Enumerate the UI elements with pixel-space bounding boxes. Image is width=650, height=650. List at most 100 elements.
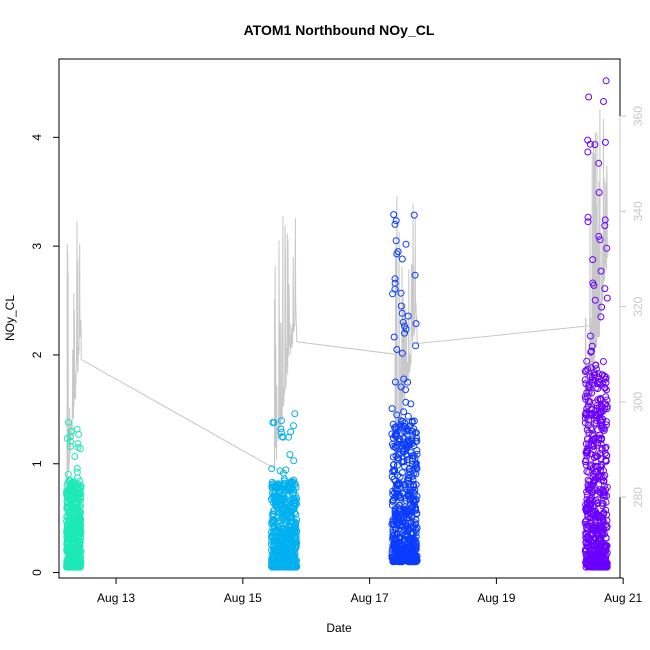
data-point	[592, 468, 600, 476]
y-axis: 0 1 2 3 4	[30, 134, 60, 576]
data-point	[590, 281, 598, 289]
data-point	[67, 481, 75, 489]
data-point	[67, 492, 75, 500]
data-point	[589, 541, 597, 549]
data-point	[269, 419, 277, 426]
data-point	[406, 464, 414, 472]
data-point	[75, 555, 83, 563]
data-point	[404, 412, 412, 420]
data-point	[600, 477, 608, 485]
data-point	[74, 443, 82, 451]
data-point	[583, 449, 591, 457]
data-point	[398, 489, 406, 497]
data-point	[394, 248, 402, 256]
data-point	[67, 553, 75, 561]
data-point	[598, 446, 606, 454]
data-point	[603, 386, 610, 394]
data-point	[278, 417, 285, 425]
data-point	[293, 556, 300, 564]
data-point	[584, 218, 592, 226]
data-point	[592, 361, 600, 369]
data-point	[585, 555, 593, 563]
data-point	[71, 453, 79, 460]
secondary-line-series	[66, 108, 608, 497]
data-point	[583, 357, 591, 365]
data-point	[63, 562, 71, 570]
data-point	[280, 559, 287, 567]
data-point	[404, 312, 412, 320]
data-point	[595, 545, 602, 553]
data-point	[74, 511, 82, 519]
data-point	[393, 346, 401, 353]
data-point	[595, 563, 602, 571]
data-point	[412, 320, 420, 328]
data-point	[412, 342, 420, 350]
data-point	[400, 458, 408, 466]
data-point	[591, 411, 599, 419]
data-point	[288, 527, 295, 535]
data-point	[412, 481, 420, 489]
data-point	[597, 408, 605, 415]
data-point	[602, 456, 610, 464]
data-point	[396, 473, 404, 481]
data-point	[408, 512, 416, 520]
data-point	[286, 514, 294, 522]
data-point	[398, 522, 406, 530]
data-point	[598, 499, 606, 507]
data-point	[599, 380, 607, 388]
data-point	[75, 513, 83, 521]
data-point	[74, 474, 82, 482]
data-point	[411, 498, 418, 506]
data-point	[399, 435, 407, 443]
data-point	[389, 487, 397, 495]
data-point	[601, 372, 609, 380]
data-point	[285, 560, 293, 568]
x-tick-label: Aug 21	[604, 591, 642, 605]
data-point	[389, 528, 397, 536]
data-point	[412, 506, 420, 514]
data-point	[587, 441, 595, 449]
chart-title: ATOM1 Northbound NOy_CL	[244, 22, 435, 38]
data-point	[269, 558, 277, 566]
data-point	[597, 463, 605, 471]
data-point	[70, 488, 78, 495]
data-point	[406, 468, 414, 476]
data-point	[290, 457, 298, 465]
data-point	[601, 444, 609, 452]
data-point	[413, 524, 421, 532]
secondary-series-line	[66, 108, 608, 497]
y2-tick-label: 320	[631, 296, 645, 316]
data-point	[602, 498, 610, 506]
data-point	[270, 506, 278, 514]
data-point	[291, 523, 299, 531]
data-point	[602, 77, 610, 85]
data-point	[594, 514, 602, 522]
data-point	[389, 434, 397, 442]
data-point	[602, 400, 610, 408]
data-point	[63, 492, 71, 499]
data-point	[603, 549, 611, 557]
data-point	[409, 488, 417, 496]
data-point	[588, 493, 595, 501]
data-point	[290, 422, 297, 430]
data-point	[405, 524, 413, 532]
y-tick-label: 4	[30, 134, 44, 141]
data-point	[409, 455, 416, 463]
data-point	[583, 561, 591, 569]
data-point	[598, 303, 606, 311]
data-point	[63, 487, 71, 495]
data-point	[391, 275, 399, 283]
data-point	[584, 136, 592, 144]
data-point	[404, 437, 411, 445]
data-point	[581, 376, 589, 384]
data-point	[397, 421, 405, 429]
x-tick-label: Aug 13	[97, 591, 135, 605]
data-point	[583, 468, 591, 475]
data-point	[391, 468, 399, 476]
data-point	[398, 469, 406, 477]
data-point	[284, 498, 292, 506]
data-point	[599, 515, 607, 523]
data-point	[600, 424, 608, 431]
data-point	[585, 486, 592, 494]
